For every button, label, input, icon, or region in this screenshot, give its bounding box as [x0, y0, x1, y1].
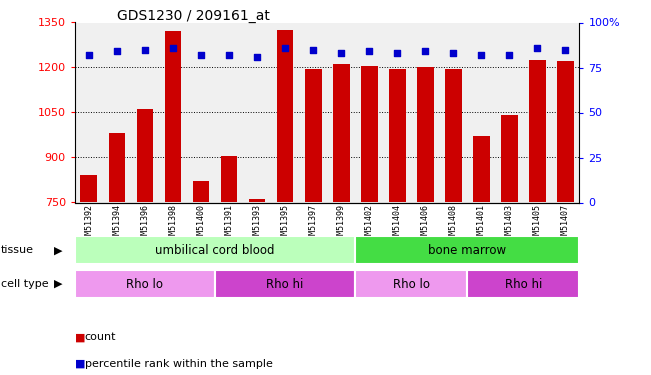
Point [112, 48, 122, 54]
Bar [467, 270, 579, 298]
Text: ▶: ▶ [54, 279, 62, 289]
Point [224, 52, 234, 58]
Point [280, 45, 290, 51]
Bar [389, 69, 406, 203]
Point [364, 48, 374, 54]
Text: umbilical cord blood: umbilical cord blood [155, 244, 275, 257]
Bar [557, 62, 574, 202]
Bar [81, 176, 97, 202]
Bar [193, 182, 210, 203]
Point [336, 50, 346, 56]
Point [392, 50, 402, 56]
Point [252, 54, 262, 60]
Text: Rho hi: Rho hi [505, 278, 542, 291]
Bar [417, 68, 434, 203]
Point [504, 52, 514, 58]
Text: Rho lo: Rho lo [393, 278, 430, 291]
Point [84, 52, 94, 58]
Point [196, 52, 206, 58]
Text: Rho lo: Rho lo [126, 278, 163, 291]
Bar [215, 270, 355, 298]
Point [308, 46, 318, 53]
Bar [75, 236, 355, 264]
Bar [473, 136, 490, 202]
Point [420, 48, 430, 54]
Bar [355, 270, 467, 298]
Bar [305, 69, 322, 203]
Text: tissue: tissue [1, 245, 34, 255]
Bar [249, 200, 266, 202]
Bar [165, 32, 182, 202]
Point [448, 50, 458, 56]
Bar [361, 66, 378, 203]
Bar [529, 60, 546, 202]
Text: ■: ■ [75, 333, 85, 342]
Bar [333, 64, 350, 203]
Bar [501, 116, 518, 202]
Point [140, 46, 150, 53]
Text: Rho hi: Rho hi [266, 278, 304, 291]
Bar [75, 270, 215, 298]
Bar [277, 30, 294, 202]
Bar [221, 156, 238, 203]
Text: GDS1230 / 209161_at: GDS1230 / 209161_at [117, 9, 270, 23]
Point [560, 46, 570, 53]
Bar [355, 236, 579, 264]
Text: percentile rank within the sample: percentile rank within the sample [85, 359, 273, 369]
Text: count: count [85, 333, 116, 342]
Bar [445, 69, 462, 203]
Point [532, 45, 542, 51]
Point [476, 52, 486, 58]
Text: ▶: ▶ [54, 245, 62, 255]
Point [168, 45, 178, 51]
Text: ■: ■ [75, 359, 85, 369]
Bar [109, 134, 125, 202]
Text: bone marrow: bone marrow [428, 244, 506, 257]
Text: cell type: cell type [1, 279, 48, 289]
Bar [137, 110, 154, 202]
